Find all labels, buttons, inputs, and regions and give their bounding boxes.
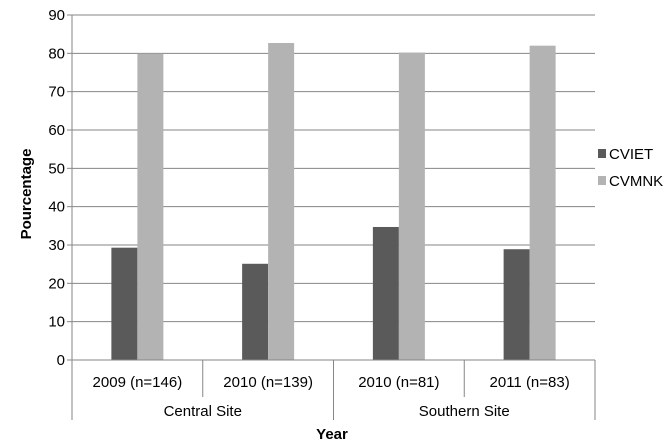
x-group-label: Southern Site [419, 403, 510, 420]
y-tick-label: 80 [48, 45, 65, 62]
y-tick-label: 0 [57, 352, 65, 369]
x-tick-label: 2011 (n=83) [490, 374, 570, 391]
y-tick-label: 60 [48, 122, 65, 139]
bar-cvmnk [398, 52, 425, 361]
legend-label: CVMNK [609, 173, 663, 190]
legend-label: CVIET [609, 146, 653, 163]
y-tick-label: 90 [48, 7, 65, 24]
x-axis: 2009 (n=146) 2010 (n=139) 2010 (n=81) 2011 … [71, 359, 596, 420]
bar-cviet [242, 263, 269, 360]
x-tick-label: 2010 (n=139) [223, 374, 313, 391]
x-axis-title: Year [316, 426, 348, 443]
bar-cviet [111, 247, 138, 360]
bar-cviet [503, 249, 530, 360]
bar-cvmnk [268, 42, 295, 360]
y-tick-label: 70 [48, 84, 65, 101]
y-tick-label: 30 [48, 237, 65, 254]
legend-swatch [598, 149, 606, 158]
legend: CVIET CVMNK [598, 146, 663, 190]
y-axis-title: Pourcentage [18, 149, 35, 240]
y-tick-label: 20 [48, 275, 65, 292]
x-tick-label: 2010 (n=81) [358, 374, 439, 391]
bar-cvmnk [529, 45, 556, 361]
y-tick-label: 50 [48, 160, 65, 177]
y-tick-label: 40 [48, 199, 65, 216]
bar-cviet [372, 226, 399, 360]
x-group-label: Central Site [164, 403, 242, 420]
y-axis: 0 10 20 30 40 50 60 70 80 90 [48, 7, 73, 369]
bar-cvmnk [137, 53, 164, 360]
bars [111, 42, 556, 361]
y-tick-label: 10 [48, 314, 65, 331]
x-tick-label: 2009 (n=146) [93, 374, 183, 391]
legend-swatch [598, 176, 606, 185]
